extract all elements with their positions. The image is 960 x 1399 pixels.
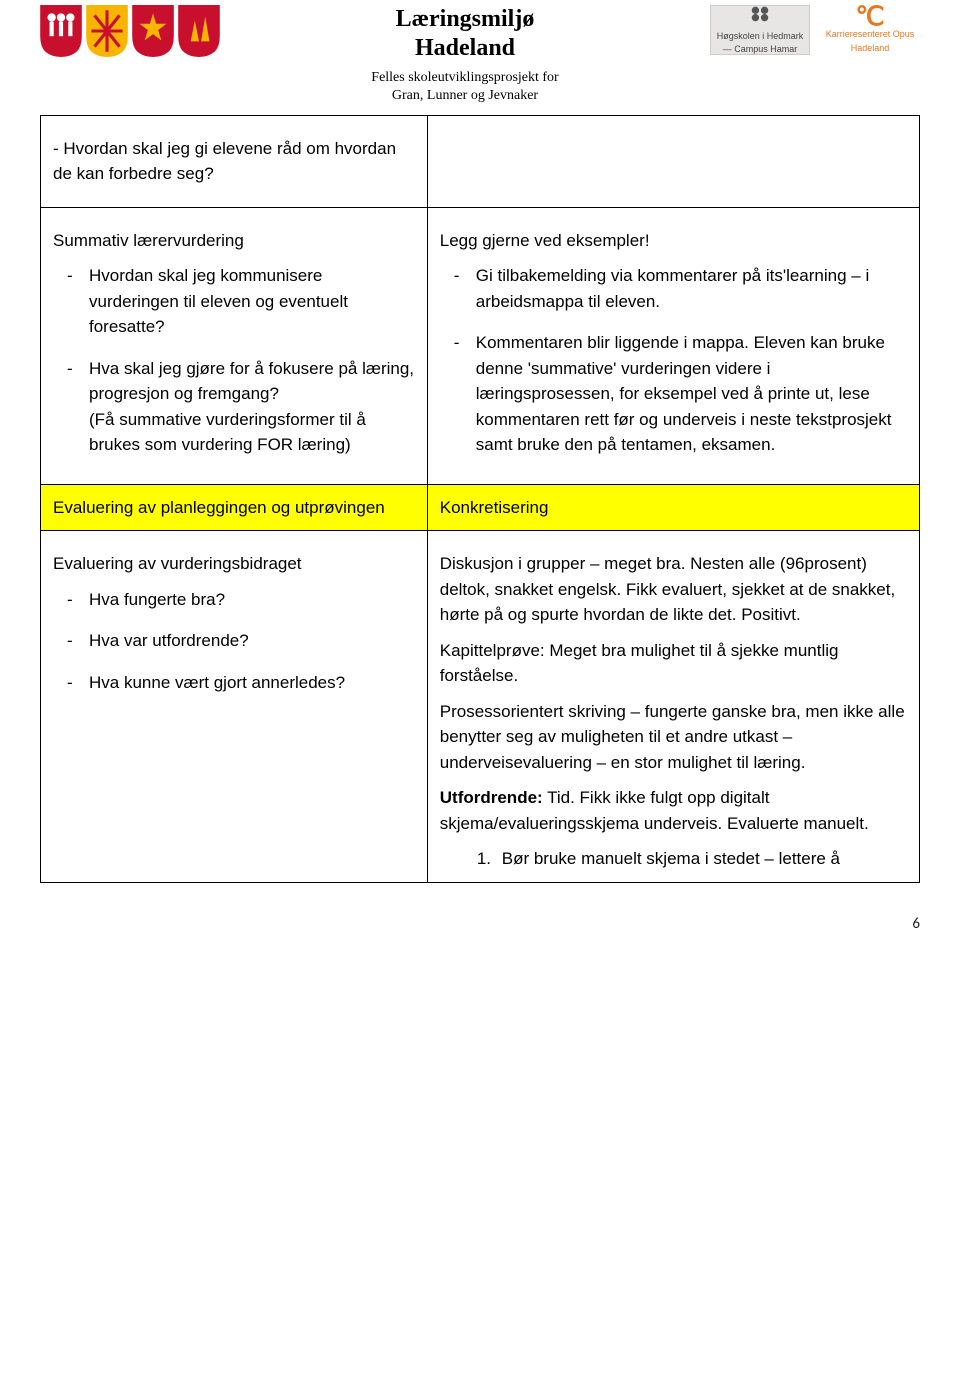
cell-yellow-left: Evaluering av planleggingen og utprøving… <box>41 484 428 531</box>
page-header: Læringsmiljø Hadeland Felles skoleutvikl… <box>40 0 920 115</box>
header-sub-line2: Gran, Lunner og Jevnaker <box>392 88 538 103</box>
page-number: 6 <box>40 913 920 936</box>
list-item: Hvordan skal jeg kommunisere vurderingen… <box>89 263 415 340</box>
list-item: Hva fungerte bra? <box>89 587 415 613</box>
eval-heading: Evaluering av vurderingsbidraget <box>53 551 415 577</box>
cell-summativ-right: Legg gjerne ved eksempler! Gi tilbakemel… <box>427 207 919 484</box>
shield-icon <box>86 5 128 57</box>
list-item: Gi tilbakemelding via kommentarer på its… <box>476 263 907 314</box>
shield-icon <box>40 5 82 57</box>
summativ-right-list: Gi tilbakemelding via kommentarer på its… <box>440 263 907 458</box>
cell-eval-left: Evaluering av vurderingsbidraget Hva fun… <box>41 531 428 883</box>
table-row: Summativ lærervurdering Hvordan skal jeg… <box>41 207 920 484</box>
eval-p4-bold: Utfordrende: <box>440 788 543 807</box>
header-title-line1: Læringsmiljø <box>396 6 535 32</box>
clover-icon <box>749 3 771 25</box>
list-item: Hva kunne vært gjort annerledes? <box>89 670 415 696</box>
partner-logos: Høgskolen i Hedmark — Campus Hamar ℃Karr… <box>710 5 920 55</box>
hedmark-logo: Høgskolen i Hedmark — Campus Hamar <box>710 5 810 55</box>
shield-icon <box>178 5 220 57</box>
list-item: Bør bruke manuelt skjema i stedet – lett… <box>496 846 907 872</box>
list-item: Hva skal jeg gjøre for å fokusere på lær… <box>89 356 415 458</box>
content-table: - Hvordan skal jeg gi elevene råd om hvo… <box>40 115 920 883</box>
list-item: Kommentaren blir liggende i mappa. Eleve… <box>476 330 907 458</box>
hedmark-logo-text: Høgskolen i Hedmark — Campus Hamar <box>717 31 804 55</box>
table-row: - Hvordan skal jeg gi elevene råd om hvo… <box>41 115 920 207</box>
list-item: Hva var utfordrende? <box>89 628 415 654</box>
cell-eval-right: Diskusjon i grupper – meget bra. Nesten … <box>427 531 919 883</box>
lead-question: - Hvordan skal jeg gi elevene råd om hvo… <box>53 136 415 187</box>
eval-left-list: Hva fungerte bra? Hva var utfordrende? H… <box>53 587 415 696</box>
header-sub-line1: Felles skoleutviklingsprosjekt for <box>371 70 558 85</box>
eval-p2: Kapittelprøve: Meget bra mulighet til å … <box>440 638 907 689</box>
cell-summativ-left: Summativ lærervurdering Hvordan skal jeg… <box>41 207 428 484</box>
header-title-block: Læringsmiljø Hadeland Felles skoleutvikl… <box>220 5 710 105</box>
municipal-shields <box>40 5 220 57</box>
table-row-yellow: Evaluering av planleggingen og utprøving… <box>41 484 920 531</box>
eval-p4: Utfordrende: Tid. Fikk ikke fulgt opp di… <box>440 785 907 836</box>
cell-top-right <box>427 115 919 207</box>
karriere-logo-text: Karrieresenteret Opus Hadeland <box>826 29 915 53</box>
eval-ordered-list: Bør bruke manuelt skjema i stedet – lett… <box>440 846 907 872</box>
header-title-line2: Hadeland <box>415 35 515 61</box>
summativ-left-list: Hvordan skal jeg kommunisere vurderingen… <box>53 263 415 458</box>
eval-p3: Prosessorientert skriving – fungerte gan… <box>440 699 907 776</box>
summativ-heading: Summativ lærervurdering <box>53 228 415 254</box>
table-row: Evaluering av vurderingsbidraget Hva fun… <box>41 531 920 883</box>
karriere-logo: ℃Karrieresenteret Opus Hadeland <box>820 5 920 55</box>
eval-p1: Diskusjon i grupper – meget bra. Nesten … <box>440 551 907 628</box>
shield-icon <box>132 5 174 57</box>
examples-heading: Legg gjerne ved eksempler! <box>440 228 907 254</box>
cell-top-left: - Hvordan skal jeg gi elevene råd om hvo… <box>41 115 428 207</box>
cell-yellow-right: Konkretisering <box>427 484 919 531</box>
